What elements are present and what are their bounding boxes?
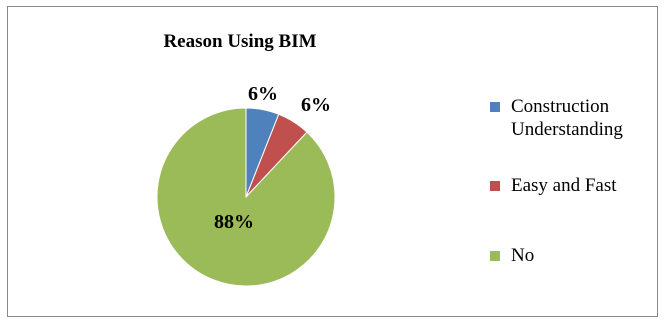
pie-slice-no [156,107,336,287]
chart-title: Reason Using BIM [163,31,317,52]
chart-frame [7,6,658,317]
data-label: 6% [248,83,278,105]
legend-label: Construction Understanding [511,96,623,140]
legend-swatch [490,251,500,261]
legend-label: Easy and Fast [511,175,617,196]
legend-swatch [490,102,500,112]
legend-label: No [511,245,535,266]
data-label: 6% [301,94,331,116]
legend-swatch [490,181,500,191]
data-label: 88% [214,211,254,233]
